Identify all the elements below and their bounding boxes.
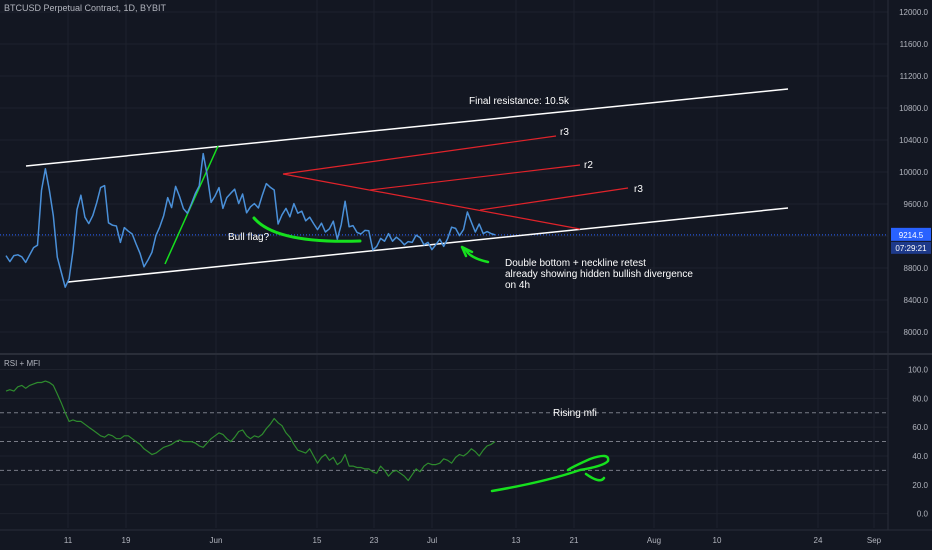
price-y-tick-label: 9600.0 bbox=[904, 200, 929, 209]
resistance-r3-upper-line bbox=[282, 135, 557, 175]
indicator-y-tick-label: 40.0 bbox=[912, 452, 928, 461]
price-y-tick-label: 10000.0 bbox=[899, 168, 928, 177]
arrow-up-drawing-icon bbox=[460, 245, 490, 264]
indicator-line bbox=[5, 380, 496, 482]
x-tick-label: 10 bbox=[713, 536, 722, 545]
x-tick-label: 13 bbox=[512, 536, 521, 545]
x-tick-label: Jun bbox=[210, 536, 223, 545]
indicator-y-tick-label: 100.0 bbox=[908, 366, 929, 375]
x-tick-label: 15 bbox=[313, 536, 322, 545]
last-price-tag bbox=[891, 227, 931, 241]
countdown-tag bbox=[891, 241, 931, 254]
resistance-descending-line bbox=[282, 173, 581, 230]
price-y-tick-label: 10800.0 bbox=[899, 104, 928, 113]
x-tick-label: Aug bbox=[647, 536, 661, 545]
annotation-r3-upper: r3 bbox=[560, 127, 569, 138]
annotation-hidden-divergence: already showing hidden bullish divergenc… bbox=[505, 269, 693, 280]
bull-flag-curve bbox=[252, 216, 362, 243]
x-tick-label: 23 bbox=[370, 536, 379, 545]
indicator-title: RSI + MFI bbox=[4, 359, 41, 368]
annotation-bull-flag: Bull flag? bbox=[228, 232, 270, 243]
indicator-y-tick-label: 80.0 bbox=[912, 394, 928, 403]
x-tick-label: 24 bbox=[814, 536, 823, 545]
annotation-r3-lower: r3 bbox=[634, 184, 643, 195]
annotation-r2: r2 bbox=[584, 160, 593, 171]
price-y-tick-label: 11200.0 bbox=[900, 72, 929, 81]
x-tick-label: 11 bbox=[64, 536, 73, 545]
curve-drawing-icon bbox=[490, 454, 610, 493]
x-tick-label: Sep bbox=[867, 536, 882, 545]
annotation-rising-mfi: Rising mfi bbox=[553, 408, 597, 419]
price-y-tick-label: 10400.0 bbox=[899, 136, 928, 145]
price-line bbox=[5, 152, 496, 288]
price-y-tick-label: 8400.0 bbox=[904, 296, 929, 305]
price-y-tick-label: 8000.0 bbox=[904, 328, 929, 337]
annotation-timeframe: on 4h bbox=[505, 280, 530, 291]
x-tick-label: 21 bbox=[570, 536, 579, 545]
annotation-double-bottom: Double bottom + neckline retest bbox=[505, 258, 646, 269]
last-price-label: 9214.5 bbox=[899, 231, 924, 240]
resistance-r2-line bbox=[369, 164, 581, 191]
price-y-tick-label: 11600.0 bbox=[900, 40, 929, 49]
indicator-y-tick-label: 0.0 bbox=[917, 510, 929, 519]
channel-lower-line bbox=[67, 207, 789, 283]
x-tick-label: 19 bbox=[122, 536, 131, 545]
resistance-r3-lower-line bbox=[479, 187, 629, 211]
channel-upper-line bbox=[25, 88, 789, 167]
price-y-tick-label: 8800.0 bbox=[904, 264, 929, 273]
indicator-y-tick-label: 20.0 bbox=[912, 481, 928, 490]
symbol-title: BTCUSD Perpetual Contract, 1D, BYBIT bbox=[4, 3, 167, 13]
x-tick-label: Jul bbox=[427, 536, 437, 545]
indicator-y-tick-label: 60.0 bbox=[912, 423, 928, 432]
annotation-final-resistance: Final resistance: 10.5k bbox=[469, 96, 570, 107]
price-y-tick-label: 12000.0 bbox=[899, 8, 928, 17]
countdown-label: 07:29:21 bbox=[895, 244, 927, 253]
